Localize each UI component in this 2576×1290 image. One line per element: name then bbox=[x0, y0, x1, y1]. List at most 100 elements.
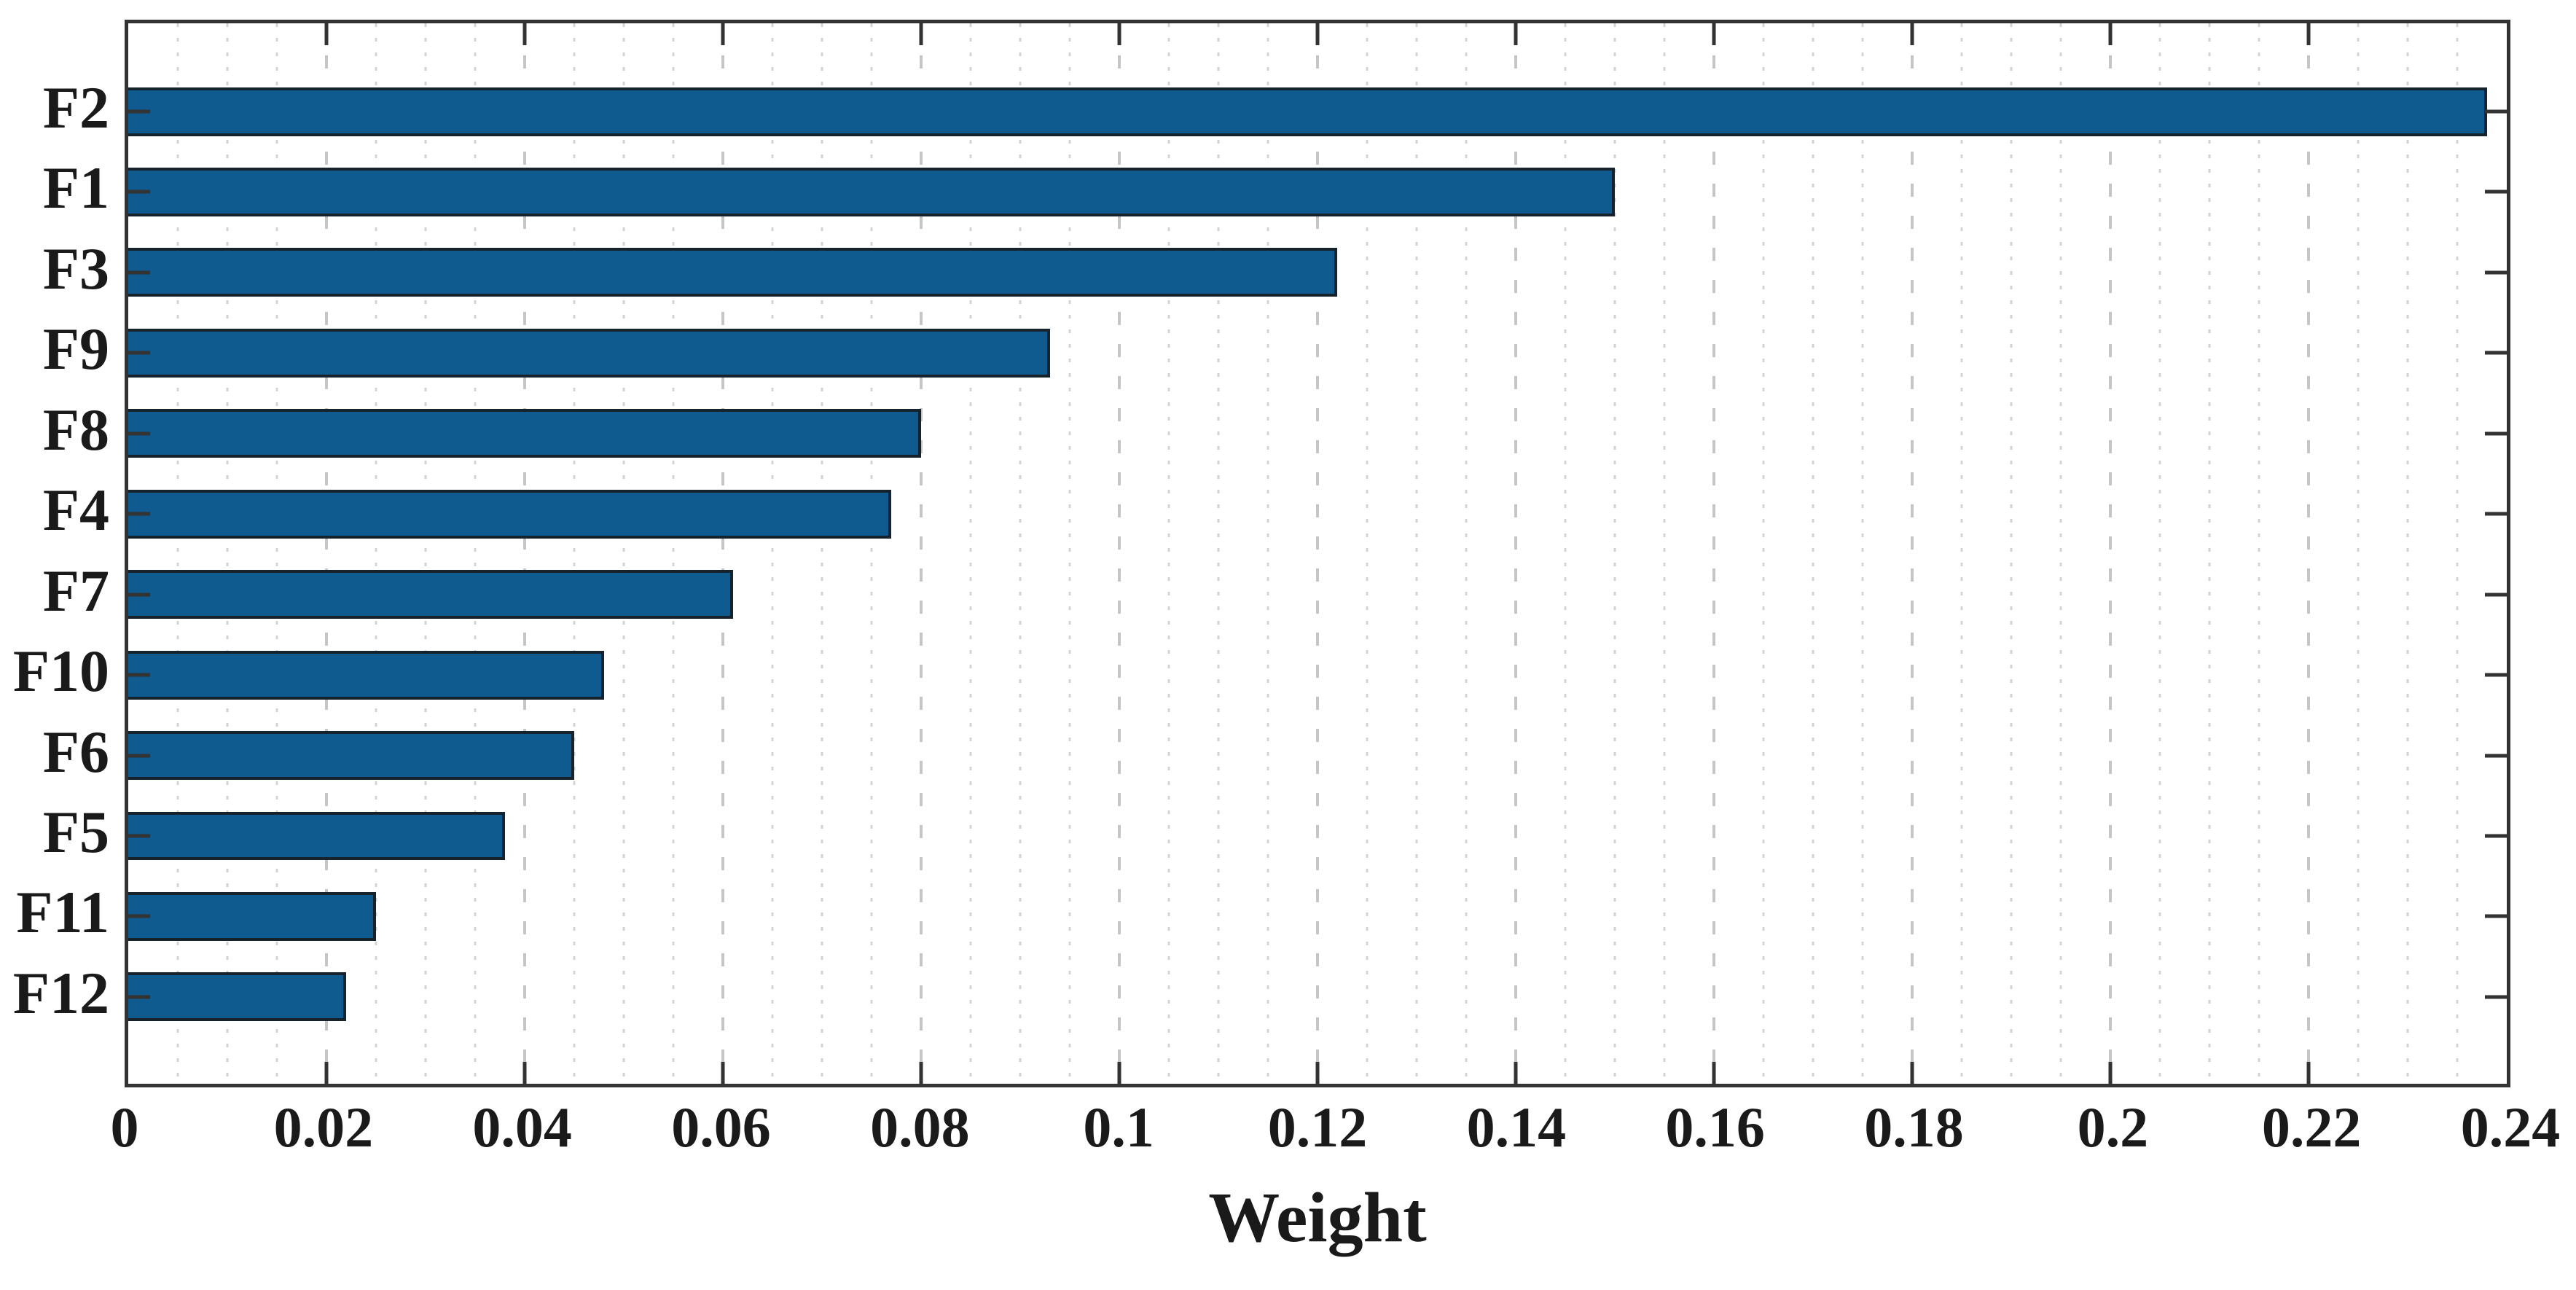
x-tick-mark bbox=[1514, 1062, 1518, 1084]
bar-F1 bbox=[128, 168, 1615, 216]
x-minor-gridline bbox=[622, 23, 625, 1084]
x-tick-mark bbox=[2108, 23, 2113, 45]
x-minor-gridline bbox=[1267, 23, 1269, 1084]
x-tick-mark bbox=[324, 23, 329, 45]
x-minor-gridline bbox=[573, 23, 576, 1084]
x-minor-gridline bbox=[1465, 23, 1468, 1084]
y-tick-mark bbox=[2485, 593, 2507, 597]
x-minor-gridline bbox=[1762, 23, 1765, 1084]
y-tick-label-F9: F9 bbox=[42, 316, 109, 383]
tick-layer bbox=[128, 23, 2507, 1084]
x-minor-gridline bbox=[1564, 23, 1567, 1084]
y-tick-mark bbox=[2485, 270, 2507, 275]
y-tick-mark bbox=[2485, 754, 2507, 758]
x-tick-mark bbox=[1712, 1062, 1716, 1084]
x-major-gridline bbox=[1316, 23, 1319, 1084]
x-tick-mark bbox=[1910, 1062, 1914, 1084]
x-major-gridline bbox=[1911, 23, 1914, 1084]
x-tick-mark bbox=[2306, 23, 2311, 45]
x-minor-gridline bbox=[1613, 23, 1616, 1084]
x-tick-label: 0 bbox=[110, 1095, 139, 1159]
x-minor-gridline bbox=[2208, 23, 2211, 1084]
x-tick-mark bbox=[919, 23, 923, 45]
bar-F2 bbox=[128, 87, 2487, 136]
bar-F11 bbox=[128, 891, 376, 941]
x-tick-label: 0.2 bbox=[2077, 1095, 2149, 1159]
x-major-gridline bbox=[1712, 23, 1715, 1084]
y-tick-label-F1: F1 bbox=[42, 155, 109, 222]
x-tick-label: 0.08 bbox=[870, 1095, 970, 1159]
x-minor-gridline bbox=[969, 23, 972, 1084]
y-tick-mark bbox=[128, 593, 150, 597]
y-tick-mark bbox=[2485, 351, 2507, 355]
x-tick-mark bbox=[1712, 23, 1716, 45]
x-minor-gridline bbox=[375, 23, 377, 1084]
x-tick-mark bbox=[522, 23, 527, 45]
bar-layer bbox=[128, 23, 2507, 1084]
bar-F5 bbox=[128, 811, 505, 861]
x-minor-gridline bbox=[176, 23, 179, 1084]
x-minor-gridline bbox=[2010, 23, 2013, 1084]
x-minor-gridline bbox=[1217, 23, 1220, 1084]
x-minor-gridline bbox=[672, 23, 675, 1084]
x-minor-gridline bbox=[1366, 23, 1369, 1084]
x-tick-mark bbox=[721, 23, 725, 45]
y-tick-label-F6: F6 bbox=[42, 718, 109, 785]
x-tick-label: 0.02 bbox=[273, 1095, 374, 1159]
x-major-gridline bbox=[2307, 23, 2310, 1084]
y-tick-mark bbox=[128, 512, 150, 516]
y-axis-tick-labels: F2 F1 F3 F9 F8 F4 F7 F10 F6 F5 F11 F12 bbox=[0, 20, 109, 1080]
x-minor-gridline bbox=[2406, 23, 2409, 1084]
y-tick-mark bbox=[2485, 834, 2507, 838]
y-tick-mark bbox=[2485, 431, 2507, 436]
y-tick-label-F4: F4 bbox=[42, 477, 109, 544]
bar-F6 bbox=[128, 731, 574, 780]
x-major-gridline bbox=[1514, 23, 1517, 1084]
y-tick-mark bbox=[2485, 512, 2507, 516]
bar-F12 bbox=[128, 972, 347, 1022]
x-tick-mark bbox=[324, 1062, 329, 1084]
x-major-gridline bbox=[721, 23, 724, 1084]
x-minor-gridline bbox=[1167, 23, 1170, 1084]
x-tick-label: 0.1 bbox=[1083, 1095, 1154, 1159]
x-major-gridline bbox=[522, 23, 526, 1084]
y-tick-mark bbox=[128, 754, 150, 758]
y-tick-mark bbox=[2485, 914, 2507, 918]
x-tick-label: 0.22 bbox=[2261, 1095, 2362, 1159]
x-minor-gridline bbox=[226, 23, 229, 1084]
x-minor-gridline bbox=[474, 23, 477, 1084]
y-tick-mark bbox=[128, 834, 150, 838]
x-minor-gridline bbox=[2258, 23, 2260, 1084]
y-tick-mark bbox=[2485, 189, 2507, 194]
x-tick-mark bbox=[919, 1062, 923, 1084]
y-tick-label-F7: F7 bbox=[42, 557, 109, 624]
grid-layer bbox=[128, 23, 2507, 1084]
y-tick-mark bbox=[128, 995, 150, 999]
x-major-gridline bbox=[1118, 23, 1121, 1084]
x-tick-label: 0.12 bbox=[1267, 1095, 1368, 1159]
x-minor-gridline bbox=[424, 23, 427, 1084]
y-tick-mark bbox=[128, 431, 150, 436]
x-minor-gridline bbox=[870, 23, 873, 1084]
x-tick-mark bbox=[522, 1062, 527, 1084]
y-tick-mark bbox=[2485, 109, 2507, 114]
x-tick-mark bbox=[721, 1062, 725, 1084]
x-minor-gridline bbox=[275, 23, 278, 1084]
y-tick-mark bbox=[128, 673, 150, 677]
y-tick-label-F3: F3 bbox=[42, 235, 109, 302]
x-tick-label: 0.18 bbox=[1864, 1095, 1964, 1159]
x-tick-mark bbox=[1117, 23, 1121, 45]
x-minor-gridline bbox=[2059, 23, 2062, 1084]
bar-F9 bbox=[128, 328, 1050, 378]
x-minor-gridline bbox=[1663, 23, 1666, 1084]
x-minor-gridline bbox=[1068, 23, 1071, 1084]
y-tick-label-F11: F11 bbox=[16, 879, 109, 946]
x-tick-mark bbox=[2306, 1062, 2311, 1084]
y-tick-label-F2: F2 bbox=[42, 74, 109, 141]
bar-F10 bbox=[128, 650, 604, 700]
x-minor-gridline bbox=[771, 23, 774, 1084]
x-axis-tick-labels: 0 0.02 0.04 0.06 0.08 0.1 0.12 0.14 0.16 0.18 0.2 0… bbox=[111, 1095, 2561, 1179]
bar-F7 bbox=[128, 570, 733, 619]
x-tick-mark bbox=[1315, 1062, 1320, 1084]
